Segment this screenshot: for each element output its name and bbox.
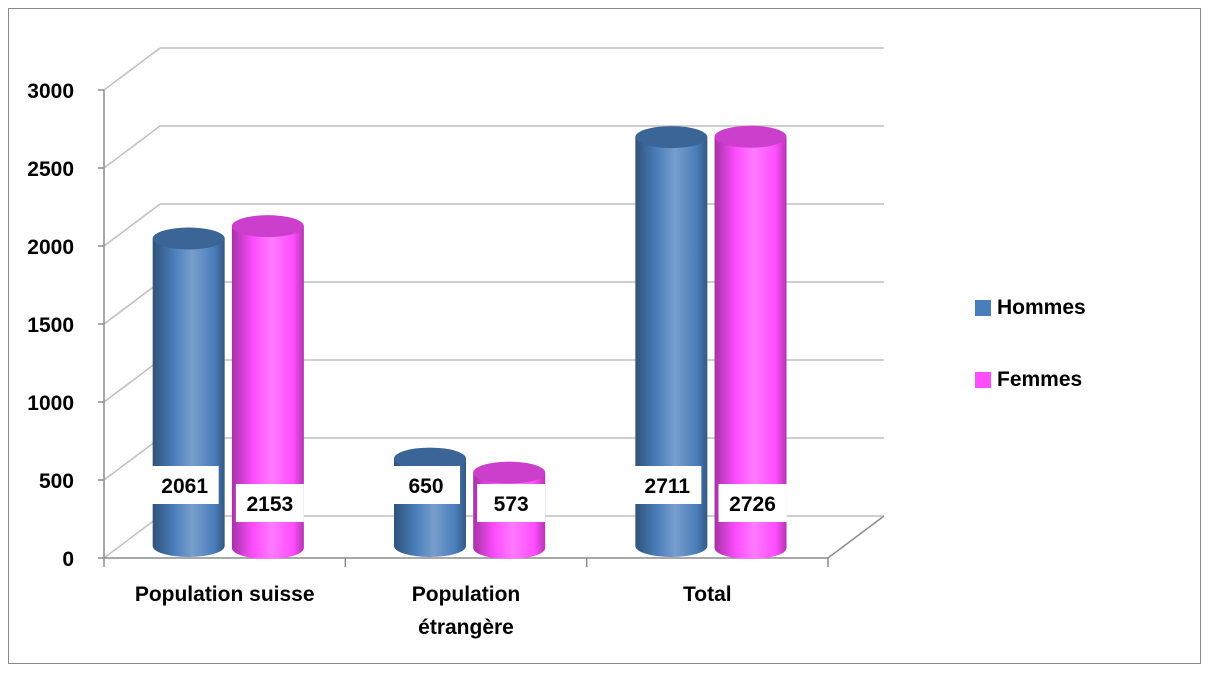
bar-femmes-total-top xyxy=(714,125,787,148)
legend-swatch-hommes xyxy=(975,300,991,316)
legend-item-femmes: Femmes xyxy=(975,362,1086,398)
gridline-side xyxy=(103,515,161,559)
bar-femmes-total-data-label: 2726 xyxy=(729,493,776,516)
bar-hommes-total-label-box xyxy=(633,466,702,504)
bar-hommes-total-top xyxy=(635,126,708,149)
y-tick-label: 1000 xyxy=(27,392,74,415)
x-tick-label-total: Total xyxy=(683,583,732,606)
gridline-side xyxy=(103,203,161,247)
gridline-side xyxy=(103,125,161,169)
bar-femmes-population-etrangere-data-label: 573 xyxy=(494,493,529,516)
y-tick-label: 3000 xyxy=(27,80,74,103)
legend-swatch-femmes xyxy=(975,372,991,388)
y-tick-label: 1500 xyxy=(27,314,74,337)
legend-label-femmes: Femmes xyxy=(997,368,1083,391)
legend-label-hommes: Hommes xyxy=(997,296,1086,319)
bar-femmes-population-suisse xyxy=(231,226,304,559)
bar-hommes-population-suisse xyxy=(152,238,225,557)
bar-femmes-population-etrangere-label-box xyxy=(477,484,546,522)
floor-right-edge xyxy=(827,515,885,559)
y-tick-label: 0 xyxy=(62,548,74,571)
bar-femmes-population-suisse-top xyxy=(231,215,304,238)
bar-hommes-population-suisse-top xyxy=(152,227,225,250)
bar-femmes-population-etrangere-top xyxy=(473,461,546,484)
x-tick-label-population-etrangere: Population xyxy=(412,583,521,606)
y-tick-label: 500 xyxy=(39,470,74,493)
bar-hommes-population-etrangere-label-box xyxy=(392,466,460,504)
legend-item-hommes: Hommes xyxy=(975,290,1086,326)
x-tick-label-population-suisse: Population suisse xyxy=(135,583,315,606)
gridline-side xyxy=(103,359,161,403)
y-tick-label: 2500 xyxy=(27,158,74,181)
x-tick-label-population-etrangere: étrangère xyxy=(418,616,514,639)
gridline-side xyxy=(103,281,161,325)
y-tick-label: 2000 xyxy=(27,236,74,259)
bar-femmes-population-suisse-label-box xyxy=(235,484,304,522)
bar-femmes-total-label-box xyxy=(718,484,787,522)
bar-hommes-population-suisse-label-box xyxy=(150,466,219,504)
gridline-side xyxy=(103,437,161,481)
bar-femmes-total xyxy=(714,136,787,559)
bar-hommes-population-suisse-data-label: 2061 xyxy=(161,475,208,498)
bar-hommes-population-etrangere-data-label: 650 xyxy=(408,475,443,498)
bar-hommes-total-data-label: 2711 xyxy=(645,475,691,498)
legend: Hommes Femmes xyxy=(975,290,1086,434)
gridline-side xyxy=(103,47,161,91)
bar-hommes-total xyxy=(635,137,708,558)
bar-hommes-population-etrangere-top xyxy=(394,447,466,470)
bar-femmes-population-suisse-data-label: 2153 xyxy=(247,493,294,516)
